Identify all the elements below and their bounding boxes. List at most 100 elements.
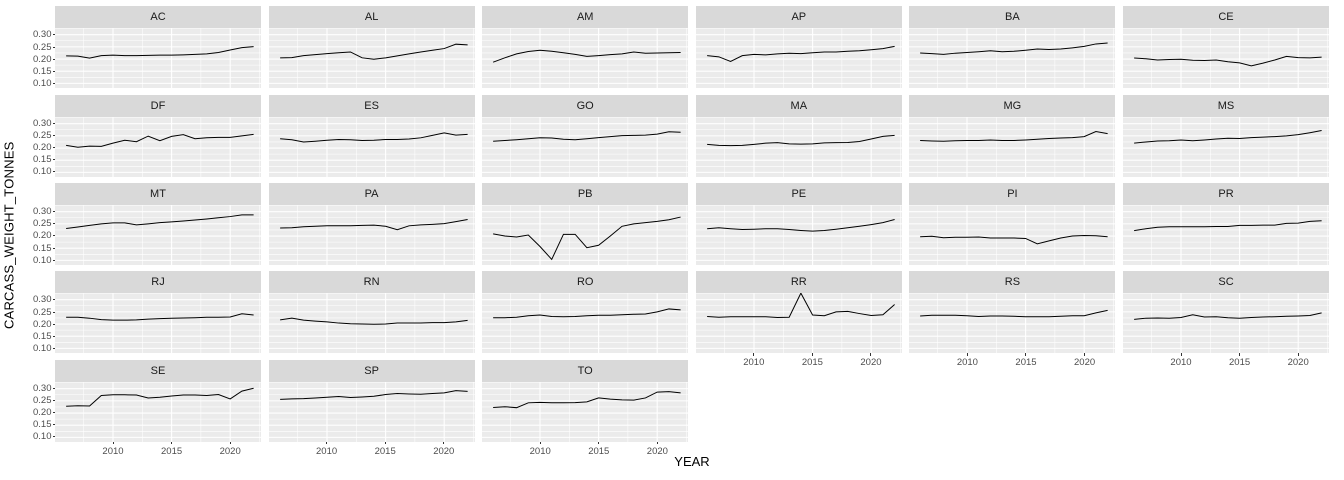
y-axis-title: CARCASS_WEIGHT_TONNES [1,141,17,329]
y-axis-tick [52,171,55,173]
y-axis-tick [52,46,55,48]
facet-label: PA [364,187,379,200]
facet-label: AP [791,11,807,24]
facet-label: AM [576,11,594,24]
facet-label: RS [1004,276,1021,289]
facet-label: AL [364,11,379,24]
y-tick-label: 0.15 [33,419,52,431]
x-axis-title: YEAR [674,454,710,469]
y-tick-label: 0.15 [33,330,52,342]
y-tick-label: 0.25 [33,218,52,230]
facet-panel [55,381,261,442]
x-axis-tick [811,353,813,356]
data-line-AP [706,46,895,63]
x-tick-label: 2015 [1229,357,1251,369]
y-axis-tick [52,34,55,36]
y-tick-label: 0.30 [33,206,52,218]
x-tick-label: 2020 [433,445,455,457]
y-axis-tick [52,436,55,438]
y-axis-tick [52,235,55,237]
data-line-MT [66,214,254,229]
data-line-SC [1134,312,1322,321]
x-axis-tick [112,441,114,444]
facet-panel [482,28,689,89]
y-tick-label: 0.25 [33,306,52,318]
x-tick-label: 2015 [161,445,183,457]
facet-panel [909,293,1116,354]
facet-panel [268,28,475,89]
data-line-GO [493,130,681,142]
data-line-RR [706,293,895,319]
y-axis-tick [52,299,55,301]
facet-strip: AC [55,6,261,29]
y-tick-label: 0.10 [33,166,52,178]
facet-strip: BA [909,6,1116,29]
facet-strip: RN [268,271,475,294]
facet-strip: RS [909,271,1116,294]
facet-strip: PB [482,182,689,205]
facet-label: BA [1005,11,1020,24]
x-axis-tick [326,441,328,444]
data-line-MS [1134,129,1322,144]
facet-strip: PA [268,182,475,205]
facet-strip: MS [1123,94,1329,117]
data-line-PR [1134,220,1322,232]
x-axis-tick [1180,353,1182,356]
facet-panel [268,293,475,354]
x-axis-tick [1084,353,1086,356]
x-axis-tick [229,441,231,444]
y-axis-tick [52,399,55,401]
y-axis-tick [52,323,55,325]
facet-panel [482,116,689,177]
y-tick-label: 0.30 [33,29,52,41]
data-line-RS [920,310,1109,318]
y-tick-label: 0.15 [33,66,52,77]
x-axis-tick [443,441,445,444]
data-line-RN [279,317,468,325]
facet-strip: AP [695,6,902,29]
x-axis-tick [753,353,755,356]
data-line-AC [66,46,254,59]
y-axis-tick [52,335,55,337]
y-axis-tick [52,122,55,124]
data-line-TO [493,390,681,408]
facet-panel [1123,204,1329,265]
facet-label: AC [150,11,166,24]
y-axis-tick [52,259,55,261]
x-tick-label: 2015 [801,357,823,369]
facet-strip: RJ [55,271,261,294]
x-tick-label: 2010 [316,445,338,457]
x-tick-label: 2010 [743,357,765,369]
facet-label: MA [790,99,808,112]
facet-panel [482,204,689,265]
x-axis-tick [1239,353,1241,356]
x-tick-label: 2015 [374,445,396,457]
x-tick-label: 2015 [1015,357,1037,369]
facet-strip: CE [1123,6,1329,29]
x-axis-tick [384,441,386,444]
y-axis-tick [52,147,55,149]
facet-label: SP [364,364,379,377]
facet-strip: PI [909,182,1116,205]
facet-panel [55,204,261,265]
x-axis-tick [656,441,658,444]
data-line-DF [66,133,254,148]
facet-panel [55,28,261,89]
y-tick-label: 0.20 [33,318,52,330]
data-line-PB [493,216,681,261]
facet-label: PB [577,187,593,200]
facet-strip: RR [695,271,902,294]
x-tick-label: 2020 [219,445,241,457]
facet-panel [55,293,261,354]
data-line-PE [706,218,895,232]
facet-strip: DF [55,94,261,117]
data-line-RJ [66,313,254,321]
facet-label: TO [577,364,593,377]
y-tick-label: 0.25 [33,41,52,53]
y-tick-label: 0.15 [33,154,52,166]
x-axis-tick [870,353,872,356]
data-line-MG [920,130,1109,142]
data-line-MA [706,134,895,146]
y-tick-label: 0.20 [33,407,52,419]
